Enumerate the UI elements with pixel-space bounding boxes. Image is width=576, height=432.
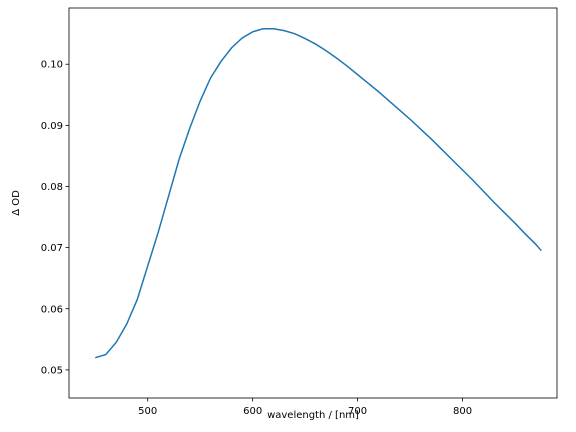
- x-tick-label: 600: [243, 406, 262, 417]
- y-axis-label: Δ OD: [11, 190, 22, 216]
- y-tick-label: 0.07: [41, 243, 63, 254]
- x-tick-label: 800: [453, 406, 472, 417]
- y-tick-label: 0.10: [41, 60, 63, 71]
- y-tick-label: 0.09: [41, 121, 63, 132]
- x-axis-label: wavelength / [nm]: [267, 410, 359, 421]
- data-line: [95, 28, 542, 359]
- y-tick-label: 0.05: [41, 365, 63, 376]
- x-tick-label: 700: [348, 406, 367, 417]
- y-tick-label: 0.08: [41, 182, 63, 193]
- x-tick-label: 500: [138, 406, 157, 417]
- y-tick-label: 0.06: [41, 304, 63, 315]
- plot-frame: [68, 7, 558, 399]
